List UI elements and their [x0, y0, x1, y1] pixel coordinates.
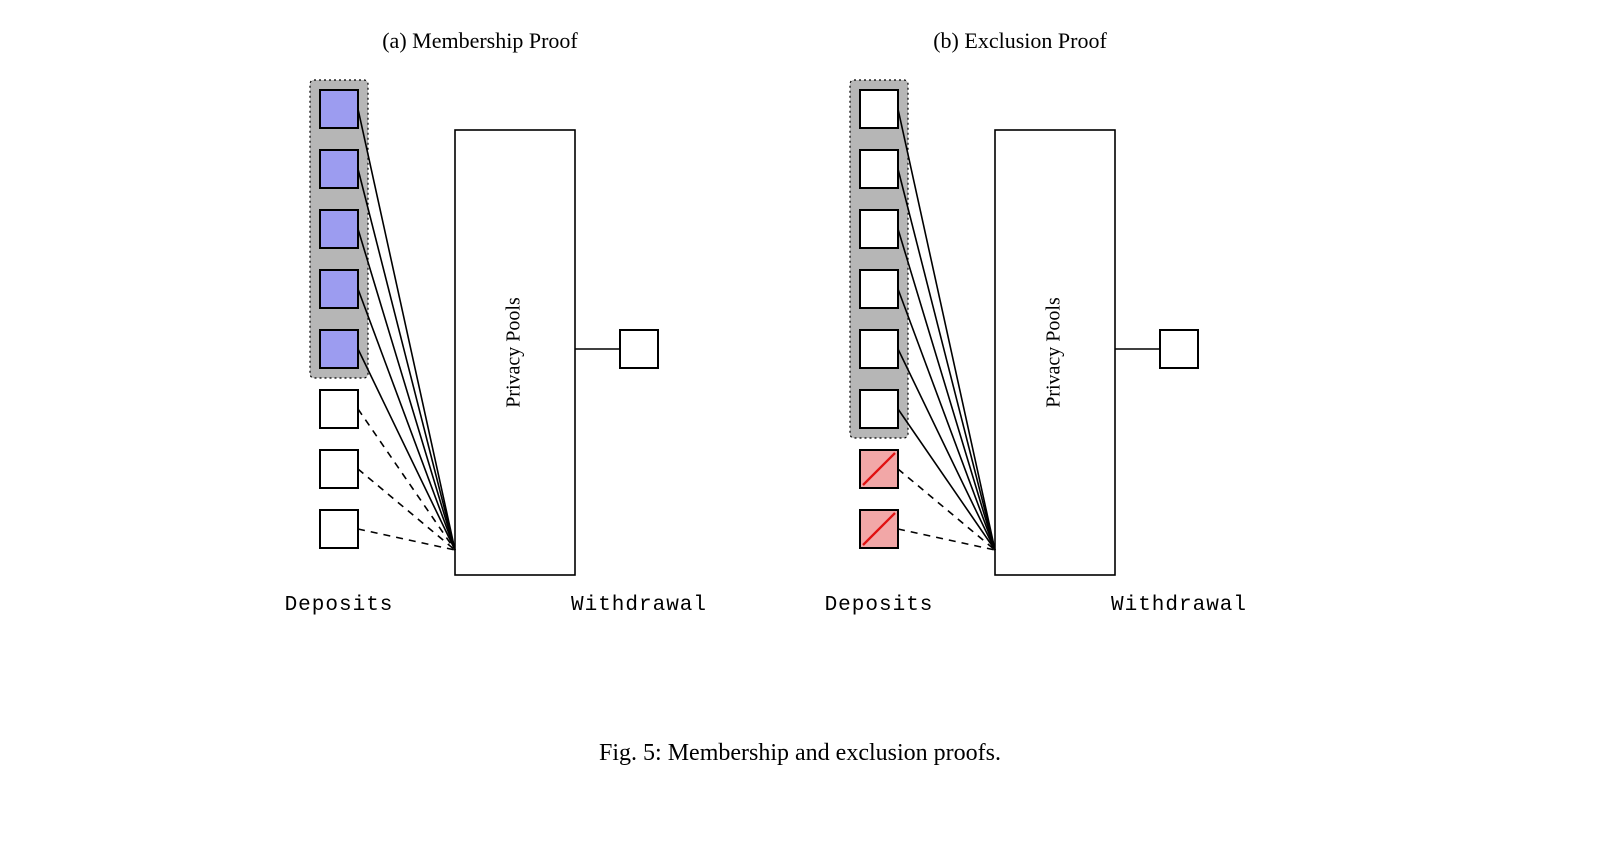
connector-lines	[358, 109, 455, 550]
deposit-square-5	[320, 390, 358, 428]
deposit-square-0	[320, 90, 358, 128]
connector-4	[358, 349, 455, 550]
deposits-label: Deposits	[285, 594, 394, 617]
deposit-square-3	[860, 270, 898, 308]
deposit-square-1	[320, 150, 358, 188]
connector-7	[358, 529, 455, 550]
deposit-square-6	[320, 450, 358, 488]
deposits-label: Deposits	[825, 594, 934, 617]
panel-a-title: (a) Membership Proof	[382, 28, 578, 53]
connector-4	[898, 349, 995, 550]
panel-a: (a) Membership Proof Privacy Pools Deposit…	[285, 28, 707, 617]
deposit-square-2	[860, 210, 898, 248]
deposit-square-2	[320, 210, 358, 248]
connector-1	[898, 169, 995, 550]
connector-lines	[898, 109, 995, 550]
connector-2	[898, 229, 995, 550]
deposit-square-7	[320, 510, 358, 548]
deposit-square-1	[860, 150, 898, 188]
privacy-pools-label: Privacy Pools	[1043, 297, 1065, 408]
figure-svg: (a) Membership Proof Privacy Pools Deposit…	[0, 0, 1600, 849]
withdrawal-square	[1160, 330, 1198, 368]
connector-2	[358, 229, 455, 550]
deposit-square-3	[320, 270, 358, 308]
panel-b: (b) Exclusion Proof Privacy Pools Deposits…	[825, 28, 1247, 617]
deposit-square-0	[860, 90, 898, 128]
deposit-square-4	[860, 330, 898, 368]
withdrawal-square	[620, 330, 658, 368]
connector-1	[358, 169, 455, 550]
deposit-square-4	[320, 330, 358, 368]
group-box	[850, 80, 908, 438]
connector-5	[358, 409, 455, 550]
figure-container: (a) Membership Proof Privacy Pools Deposit…	[0, 0, 1600, 849]
withdrawal-label: Withdrawal	[1111, 594, 1247, 617]
privacy-pools-label: Privacy Pools	[503, 297, 525, 408]
withdrawal-label: Withdrawal	[571, 594, 707, 617]
figure-caption: Fig. 5: Membership and exclusion proofs.	[599, 740, 1001, 766]
panel-b-title: (b) Exclusion Proof	[933, 28, 1107, 53]
connector-5	[898, 409, 995, 550]
deposit-square-5	[860, 390, 898, 428]
connector-7	[898, 529, 995, 550]
